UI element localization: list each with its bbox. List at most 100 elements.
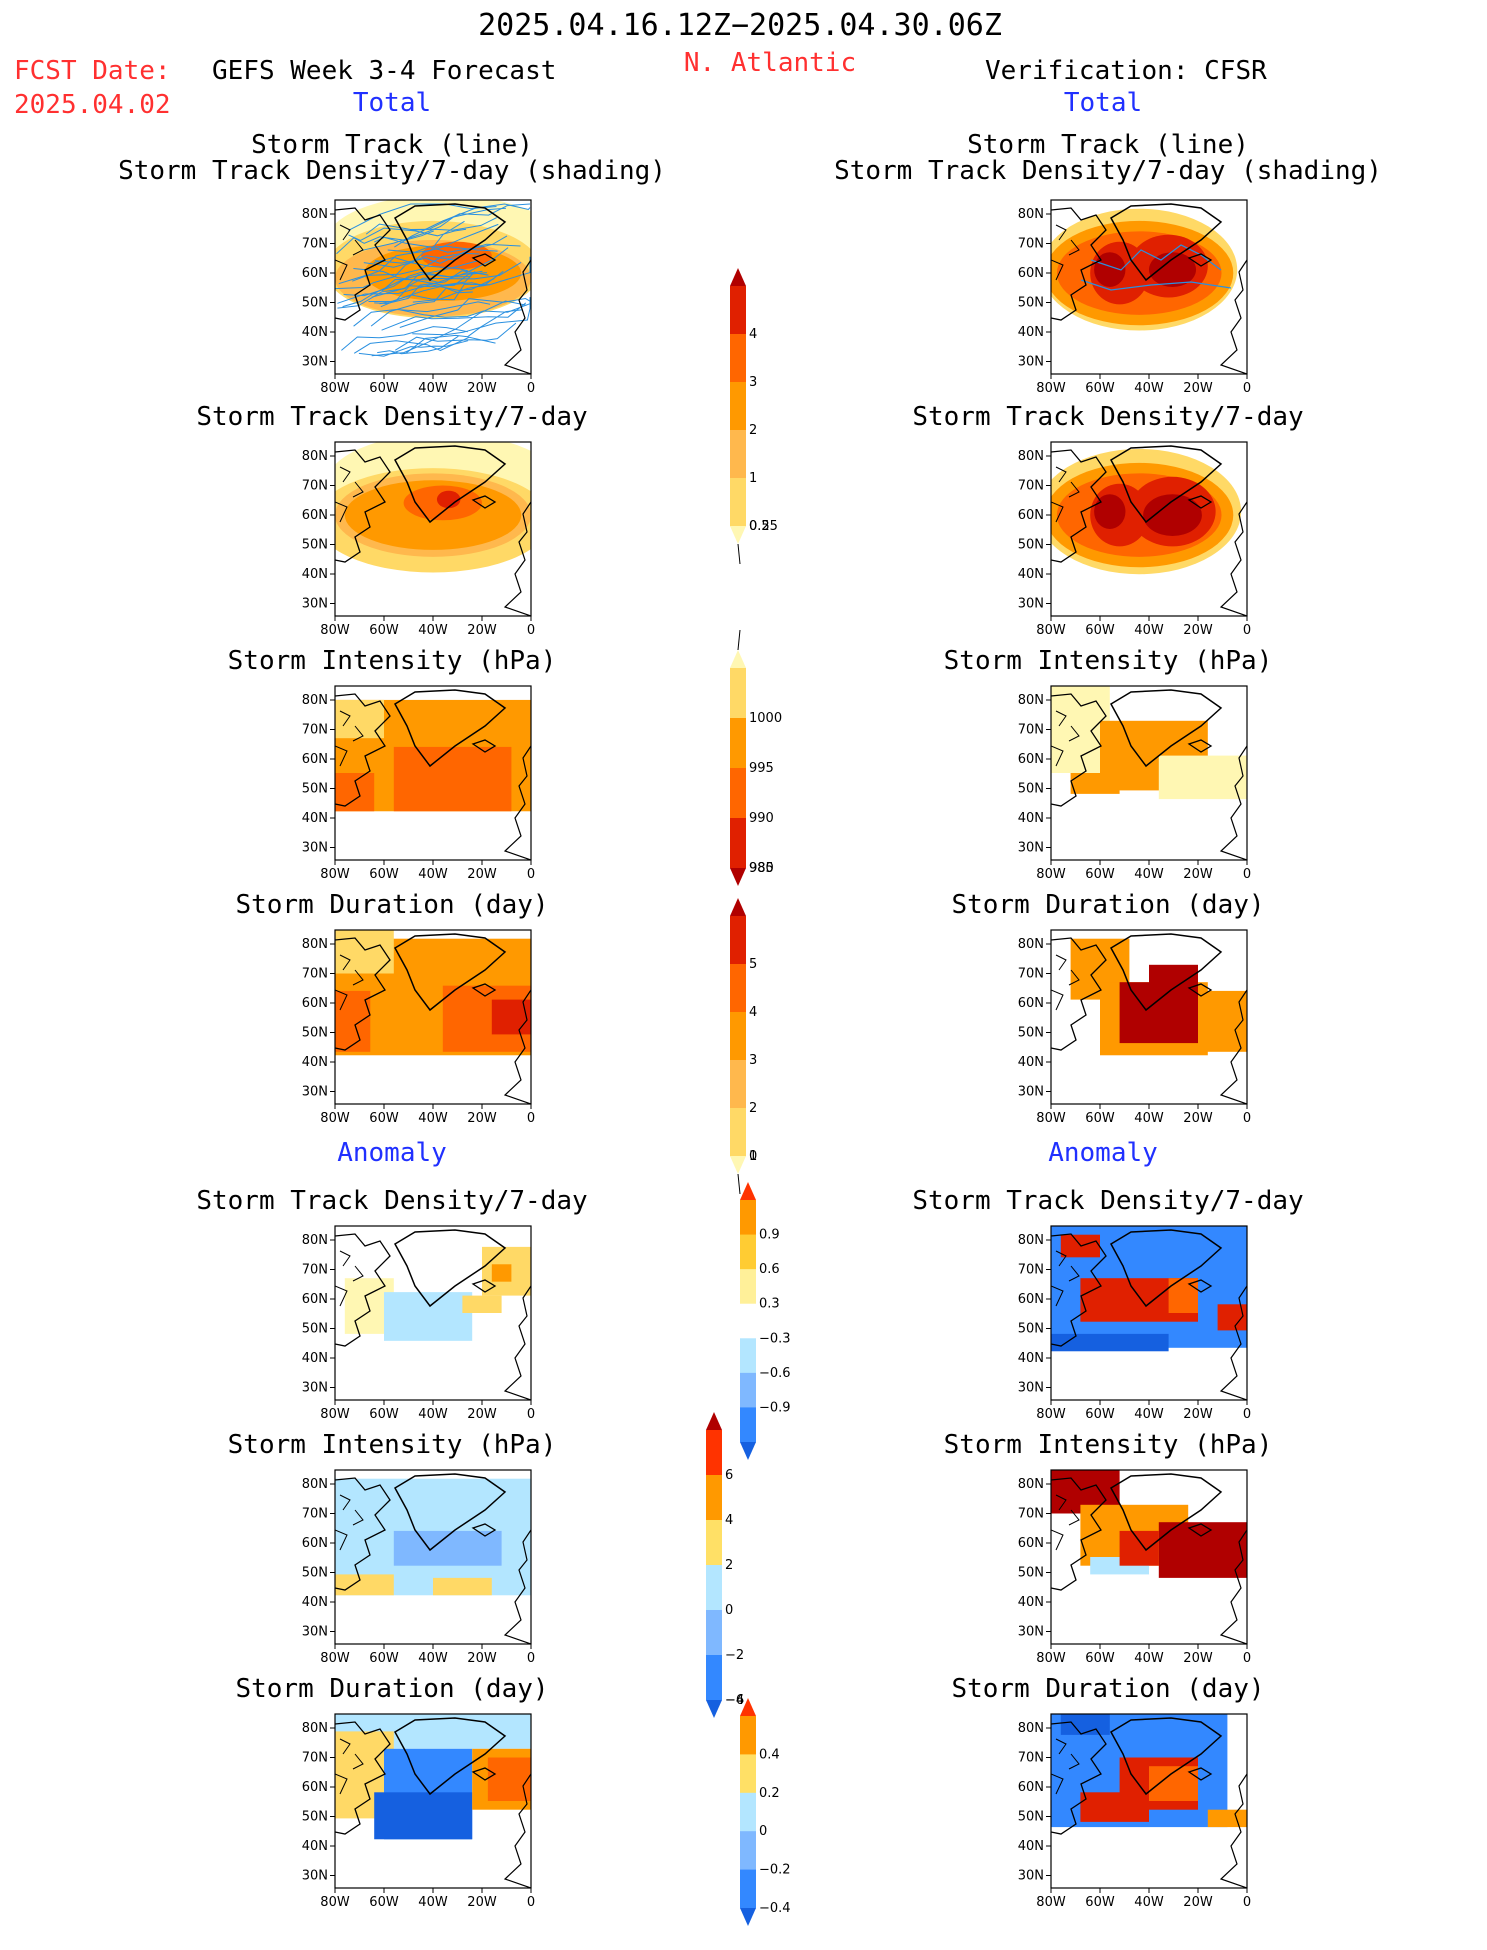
anomaly-label-left: Anomaly <box>337 1138 447 1168</box>
period-title: 2025.04.16.12Z−2025.04.30.06Z <box>478 8 1002 43</box>
lon-tick-label: 40W <box>1134 623 1164 638</box>
colorbar-tick-label: 0.25 <box>749 519 778 534</box>
storm-track-line <box>371 261 522 298</box>
grid-cell-fill <box>1051 1333 1169 1352</box>
ver-density-title: Storm Track Density/7-day <box>912 402 1304 432</box>
lat-tick-label: 50N <box>1018 1810 1044 1825</box>
colorbar-segment <box>740 1407 756 1443</box>
lat-tick-label: 80N <box>302 1233 328 1248</box>
europe-africa-coast <box>1219 1529 1247 1644</box>
lat-tick-label: 80N <box>302 1721 328 1736</box>
colorbar-density-anom: 0.9 0.6 0.3 −0.3 −0.6 −0.9 <box>732 1176 808 1484</box>
colorbar-tick-label: 6 <box>725 1468 733 1483</box>
colorbar-segment <box>730 478 746 527</box>
lat-tick-label: 50N <box>302 1322 328 1337</box>
lon-tick-label: 80W <box>320 1895 350 1910</box>
lat-tick-label: 40N <box>302 1351 328 1366</box>
lat-tick-label: 60N <box>1018 1536 1044 1551</box>
grid-cell-fill <box>1158 755 1247 800</box>
arctic-islands <box>1051 1250 1080 1307</box>
lon-tick-label: 40W <box>418 381 448 396</box>
north-america-coast <box>335 937 391 1051</box>
colorbar-segment <box>740 1869 756 1909</box>
lat-tick-label: 50N <box>302 1810 328 1825</box>
colorbar-segment <box>706 1475 722 1521</box>
lon-tick-label: 60W <box>369 1111 399 1126</box>
colorbar-tick-label: 4 <box>749 327 757 342</box>
colorbar-tick-label: 5 <box>749 957 757 972</box>
colorbar-tick-label: 990 <box>749 811 774 826</box>
iceland-outline <box>1187 1523 1213 1537</box>
colorbar-segment <box>730 868 746 886</box>
europe-africa-coast <box>503 1529 531 1644</box>
region-title: N. Atlantic <box>683 48 857 78</box>
colorbar-segment <box>730 768 746 819</box>
colorbar-tick-label: 0.6 <box>759 1262 780 1277</box>
lon-tick-label: 20W <box>1183 623 1213 638</box>
ver-intensity-anom-title: Storm Intensity (hPa) <box>943 1430 1273 1460</box>
fc-track-title-2: Storm Track Density/7-day (shading) <box>118 156 666 186</box>
fc-track-title-1: Storm Track (line) <box>251 130 533 160</box>
storm-track-line <box>374 270 489 305</box>
europe-africa-coast <box>1219 501 1247 616</box>
lon-tick-label: 60W <box>369 1407 399 1422</box>
lat-tick-label: 60N <box>1018 1780 1044 1795</box>
colorbar-segment <box>706 1430 722 1476</box>
colorbar-tick-label: −0.3 <box>759 1331 791 1346</box>
arctic-islands <box>335 1250 364 1307</box>
lat-tick-label: 80N <box>302 449 328 464</box>
colorbar-segment <box>740 1338 756 1374</box>
fc-density-anom-map: 80N 70N 60N 50N 40N 30N 80W 60W 40W 20W 0 <box>295 1224 535 1424</box>
arctic-islands <box>335 710 364 767</box>
north-america-coast <box>1051 937 1107 1051</box>
lon-tick-label: 20W <box>467 1111 497 1126</box>
storm-track-line <box>348 203 497 231</box>
fc-duration-anom-title: Storm Duration (day) <box>235 1674 549 1704</box>
lat-tick-label: 80N <box>302 1477 328 1492</box>
colorbar-segment <box>730 964 746 1013</box>
ver-track-title-2: Storm Track Density/7-day (shading) <box>834 156 1382 186</box>
lat-tick-label: 70N <box>302 237 328 252</box>
arctic-islands <box>1051 224 1080 281</box>
lat-tick-label: 60N <box>302 996 328 1011</box>
storm-track-line <box>387 235 508 253</box>
colorbar-tick-label: −0.6 <box>759 1366 791 1381</box>
europe-africa-coast <box>1219 989 1247 1104</box>
arctic-islands <box>1051 710 1080 767</box>
europe-africa-coast <box>503 501 531 616</box>
lon-tick-label: 20W <box>467 623 497 638</box>
lat-tick-label: 50N <box>302 782 328 797</box>
lat-tick-label: 30N <box>302 1625 328 1640</box>
lon-tick-label: 40W <box>1134 867 1164 882</box>
grid-cell-fill <box>1149 964 1198 1000</box>
colorbar-segment <box>730 430 746 479</box>
storm-track-line <box>381 302 527 331</box>
lat-tick-label: 50N <box>1018 1026 1044 1041</box>
lon-tick-label: 80W <box>320 623 350 638</box>
colorbar-segment <box>740 1200 756 1236</box>
lon-tick-label: 80W <box>320 1111 350 1126</box>
greenland-outline <box>393 933 507 1012</box>
lat-tick-label: 30N <box>1018 355 1044 370</box>
lat-tick-label: 50N <box>1018 296 1044 311</box>
iceland-outline <box>1187 1767 1213 1781</box>
lon-tick-label: 80W <box>1036 1895 1066 1910</box>
lat-tick-label: 40N <box>302 1595 328 1610</box>
colorbar-tick-label: 0 <box>725 1603 733 1618</box>
total-label-left: Total <box>352 88 432 118</box>
colorbar-segment <box>730 1012 746 1061</box>
iceland-outline <box>471 495 497 509</box>
lon-tick-label: 40W <box>1134 1111 1164 1126</box>
lon-tick-label: 0 <box>1243 1111 1251 1126</box>
lon-tick-label: 0 <box>527 623 535 638</box>
lat-tick-label: 50N <box>1018 1566 1044 1581</box>
colorbar-segment <box>730 1108 746 1157</box>
lat-tick-label: 60N <box>302 752 328 767</box>
colorbar-segment <box>740 1698 756 1716</box>
arctic-islands <box>1051 1494 1080 1551</box>
lat-tick-label: 70N <box>302 967 328 982</box>
lon-tick-label: 40W <box>1134 1407 1164 1422</box>
iceland-outline <box>1187 1279 1213 1293</box>
lat-tick-label: 60N <box>302 1292 328 1307</box>
lat-tick-label: 40N <box>302 811 328 826</box>
